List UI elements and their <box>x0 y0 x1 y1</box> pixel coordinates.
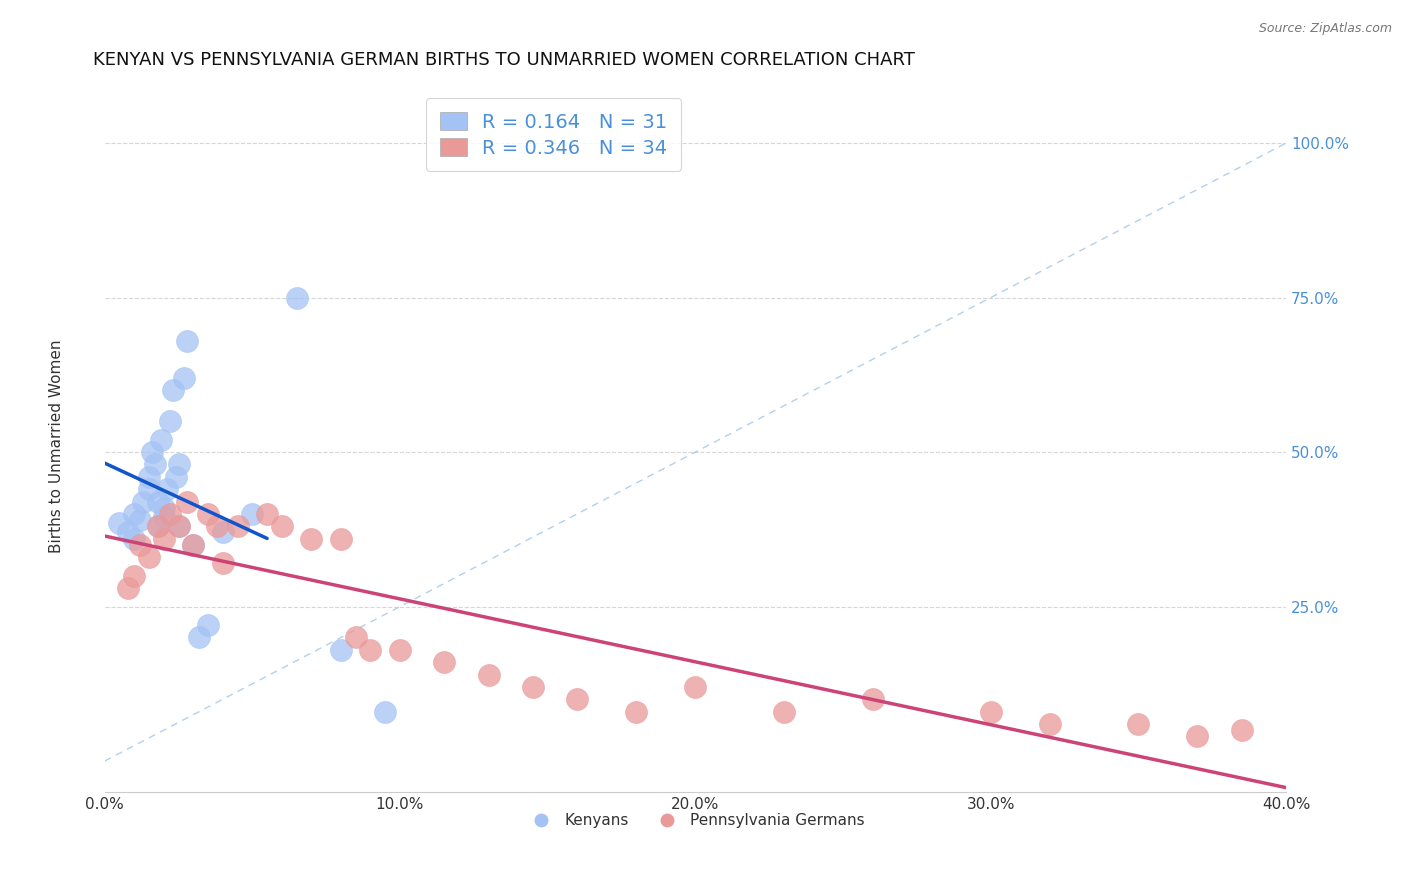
Point <box>132 494 155 508</box>
Point <box>122 507 145 521</box>
Point <box>205 519 228 533</box>
Point <box>211 525 233 540</box>
Point <box>270 519 292 533</box>
Point <box>159 507 181 521</box>
Point <box>162 384 184 398</box>
Point <box>108 516 131 531</box>
Text: Source: ZipAtlas.com: Source: ZipAtlas.com <box>1258 22 1392 36</box>
Point <box>685 680 707 694</box>
Point <box>167 519 190 533</box>
Point <box>433 655 456 669</box>
Point <box>344 631 367 645</box>
Point <box>197 507 219 521</box>
Point <box>176 494 198 508</box>
Point <box>159 414 181 428</box>
Point <box>522 680 544 694</box>
Point <box>359 643 381 657</box>
Point <box>152 532 174 546</box>
Point <box>176 334 198 348</box>
Point <box>138 482 160 496</box>
Point <box>156 482 179 496</box>
Point <box>197 618 219 632</box>
Point <box>173 371 195 385</box>
Point <box>388 643 411 657</box>
Point <box>226 519 249 533</box>
Text: Births to Unmarried Women: Births to Unmarried Women <box>49 339 63 553</box>
Point <box>980 705 1002 719</box>
Legend: Kenyans, Pennsylvania Germans: Kenyans, Pennsylvania Germans <box>520 807 870 834</box>
Point <box>152 510 174 524</box>
Point <box>285 291 308 305</box>
Point <box>188 631 211 645</box>
Point <box>567 692 589 706</box>
Point <box>478 667 501 681</box>
Point <box>146 494 169 508</box>
Point <box>138 550 160 565</box>
Point <box>143 458 166 472</box>
Point <box>152 500 174 515</box>
Point <box>117 581 139 595</box>
Point <box>167 458 190 472</box>
Point <box>117 525 139 540</box>
Point <box>211 557 233 571</box>
Point <box>1187 730 1209 744</box>
Point <box>1128 717 1150 731</box>
Point <box>122 568 145 582</box>
Point <box>149 433 172 447</box>
Point <box>181 538 204 552</box>
Point <box>129 538 152 552</box>
Point <box>122 532 145 546</box>
Point <box>256 507 278 521</box>
Point <box>138 470 160 484</box>
Point <box>374 705 396 719</box>
Text: KENYAN VS PENNSYLVANIA GERMAN BIRTHS TO UNMARRIED WOMEN CORRELATION CHART: KENYAN VS PENNSYLVANIA GERMAN BIRTHS TO … <box>93 51 915 69</box>
Point <box>165 470 187 484</box>
Point <box>329 643 352 657</box>
Point <box>240 507 263 521</box>
Point <box>141 445 163 459</box>
Point <box>181 538 204 552</box>
Point <box>862 692 884 706</box>
Point <box>773 705 796 719</box>
Point <box>1230 723 1253 738</box>
Point <box>299 532 322 546</box>
Point <box>626 705 648 719</box>
Point <box>1039 717 1062 731</box>
Point <box>129 513 152 527</box>
Point <box>167 519 190 533</box>
Point <box>329 532 352 546</box>
Point <box>146 519 169 533</box>
Point <box>146 519 169 533</box>
